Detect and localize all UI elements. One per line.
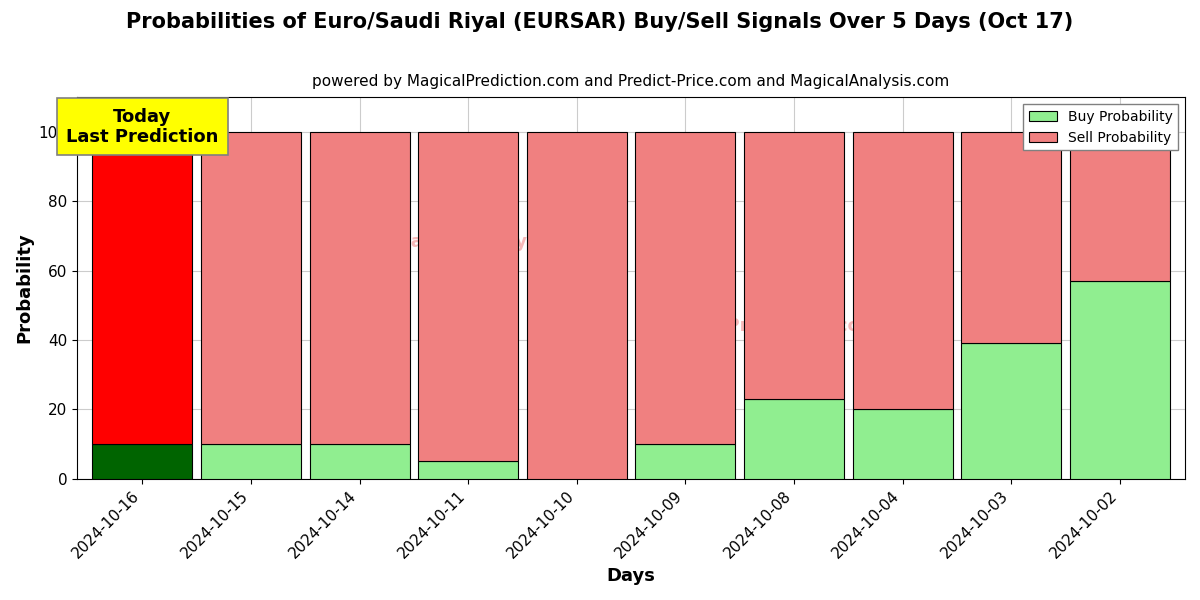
Bar [961, 132, 1061, 343]
Bar [636, 132, 736, 444]
Y-axis label: Probability: Probability [14, 233, 32, 343]
Bar [418, 461, 518, 479]
Bar [1070, 281, 1170, 479]
X-axis label: Days: Days [607, 567, 655, 585]
Bar [636, 444, 736, 479]
Bar [200, 132, 301, 444]
Bar [92, 444, 192, 479]
Bar [1070, 132, 1170, 281]
Bar [310, 444, 409, 479]
Bar [744, 132, 844, 399]
Bar [853, 132, 953, 409]
Text: MagicalPrediction.com: MagicalPrediction.com [649, 317, 878, 335]
Bar [310, 132, 409, 444]
Bar [200, 444, 301, 479]
Legend: Buy Probability, Sell Probability: Buy Probability, Sell Probability [1024, 104, 1178, 150]
Bar [527, 132, 626, 479]
Text: Today
Last Prediction: Today Last Prediction [66, 107, 218, 146]
Bar [418, 132, 518, 461]
Text: Probabilities of Euro/Saudi Riyal (EURSAR) Buy/Sell Signals Over 5 Days (Oct 17): Probabilities of Euro/Saudi Riyal (EURSA… [126, 12, 1074, 32]
Bar [853, 409, 953, 479]
Bar [92, 132, 192, 444]
Title: powered by MagicalPrediction.com and Predict-Price.com and MagicalAnalysis.com: powered by MagicalPrediction.com and Pre… [312, 74, 949, 89]
Bar [961, 343, 1061, 479]
Text: MagicalAnalysis.com: MagicalAnalysis.com [394, 233, 604, 251]
Bar [744, 399, 844, 479]
